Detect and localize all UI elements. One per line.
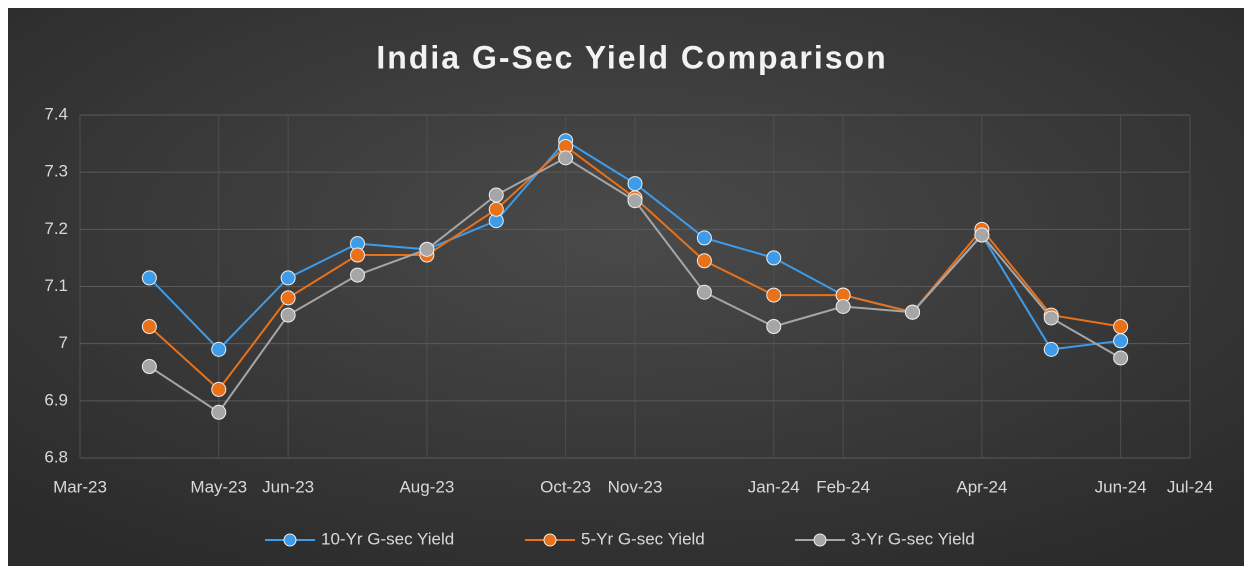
data-point	[280, 307, 296, 323]
y-tick-label: 7.1	[44, 276, 68, 295]
data-point	[141, 270, 157, 286]
data-point	[419, 241, 435, 257]
data-point	[835, 299, 851, 315]
data-point	[974, 227, 990, 243]
x-tick-label: Nov-23	[608, 477, 663, 496]
data-point	[558, 150, 574, 166]
data-point	[696, 284, 712, 300]
y-tick-label: 7.4	[44, 104, 68, 123]
data-point	[766, 319, 782, 335]
legend-marker	[283, 533, 297, 547]
data-point	[211, 381, 227, 397]
data-point	[766, 287, 782, 303]
y-tick-label: 7.3	[44, 162, 68, 181]
chart-title: India G-Sec Yield Comparison	[376, 39, 887, 75]
data-point	[280, 290, 296, 306]
data-point	[211, 341, 227, 357]
data-point	[141, 319, 157, 335]
data-point	[1043, 341, 1059, 357]
data-point	[488, 201, 504, 217]
data-point	[141, 359, 157, 375]
y-tick-label: 6.8	[44, 447, 68, 466]
legend-marker	[813, 533, 827, 547]
data-point	[696, 253, 712, 269]
data-point	[1113, 319, 1129, 335]
data-point	[905, 304, 920, 320]
x-tick-label: Oct-23	[540, 477, 591, 496]
x-tick-label: Jun-24	[1095, 477, 1147, 496]
data-point	[280, 270, 296, 286]
x-tick-label: Jun-23	[262, 477, 314, 496]
x-tick-label: Jul-24	[1167, 477, 1213, 496]
data-point	[350, 247, 365, 263]
data-point	[1113, 333, 1129, 349]
y-tick-label: 7	[59, 333, 68, 352]
data-point	[627, 176, 643, 192]
data-point	[488, 187, 504, 203]
data-point	[766, 250, 782, 266]
x-tick-label: Feb-24	[816, 477, 870, 496]
y-tick-label: 6.9	[44, 390, 68, 409]
legend-marker	[543, 533, 557, 547]
x-tick-label: May-23	[190, 477, 247, 496]
x-tick-label: Mar-23	[53, 477, 107, 496]
data-point	[627, 193, 643, 209]
legend-label: 10-Yr G-sec Yield	[321, 529, 454, 548]
data-point	[211, 404, 227, 420]
x-tick-label: Aug-23	[399, 477, 454, 496]
data-point	[350, 267, 365, 283]
data-point	[1043, 310, 1059, 326]
data-point	[696, 230, 712, 246]
legend-label: 5-Yr G-sec Yield	[581, 529, 705, 548]
data-point	[1113, 350, 1129, 366]
y-tick-label: 7.2	[44, 219, 68, 238]
x-tick-label: Jan-24	[748, 477, 800, 496]
x-tick-label: Apr-24	[956, 477, 1007, 496]
legend-label: 3-Yr G-sec Yield	[851, 529, 975, 548]
